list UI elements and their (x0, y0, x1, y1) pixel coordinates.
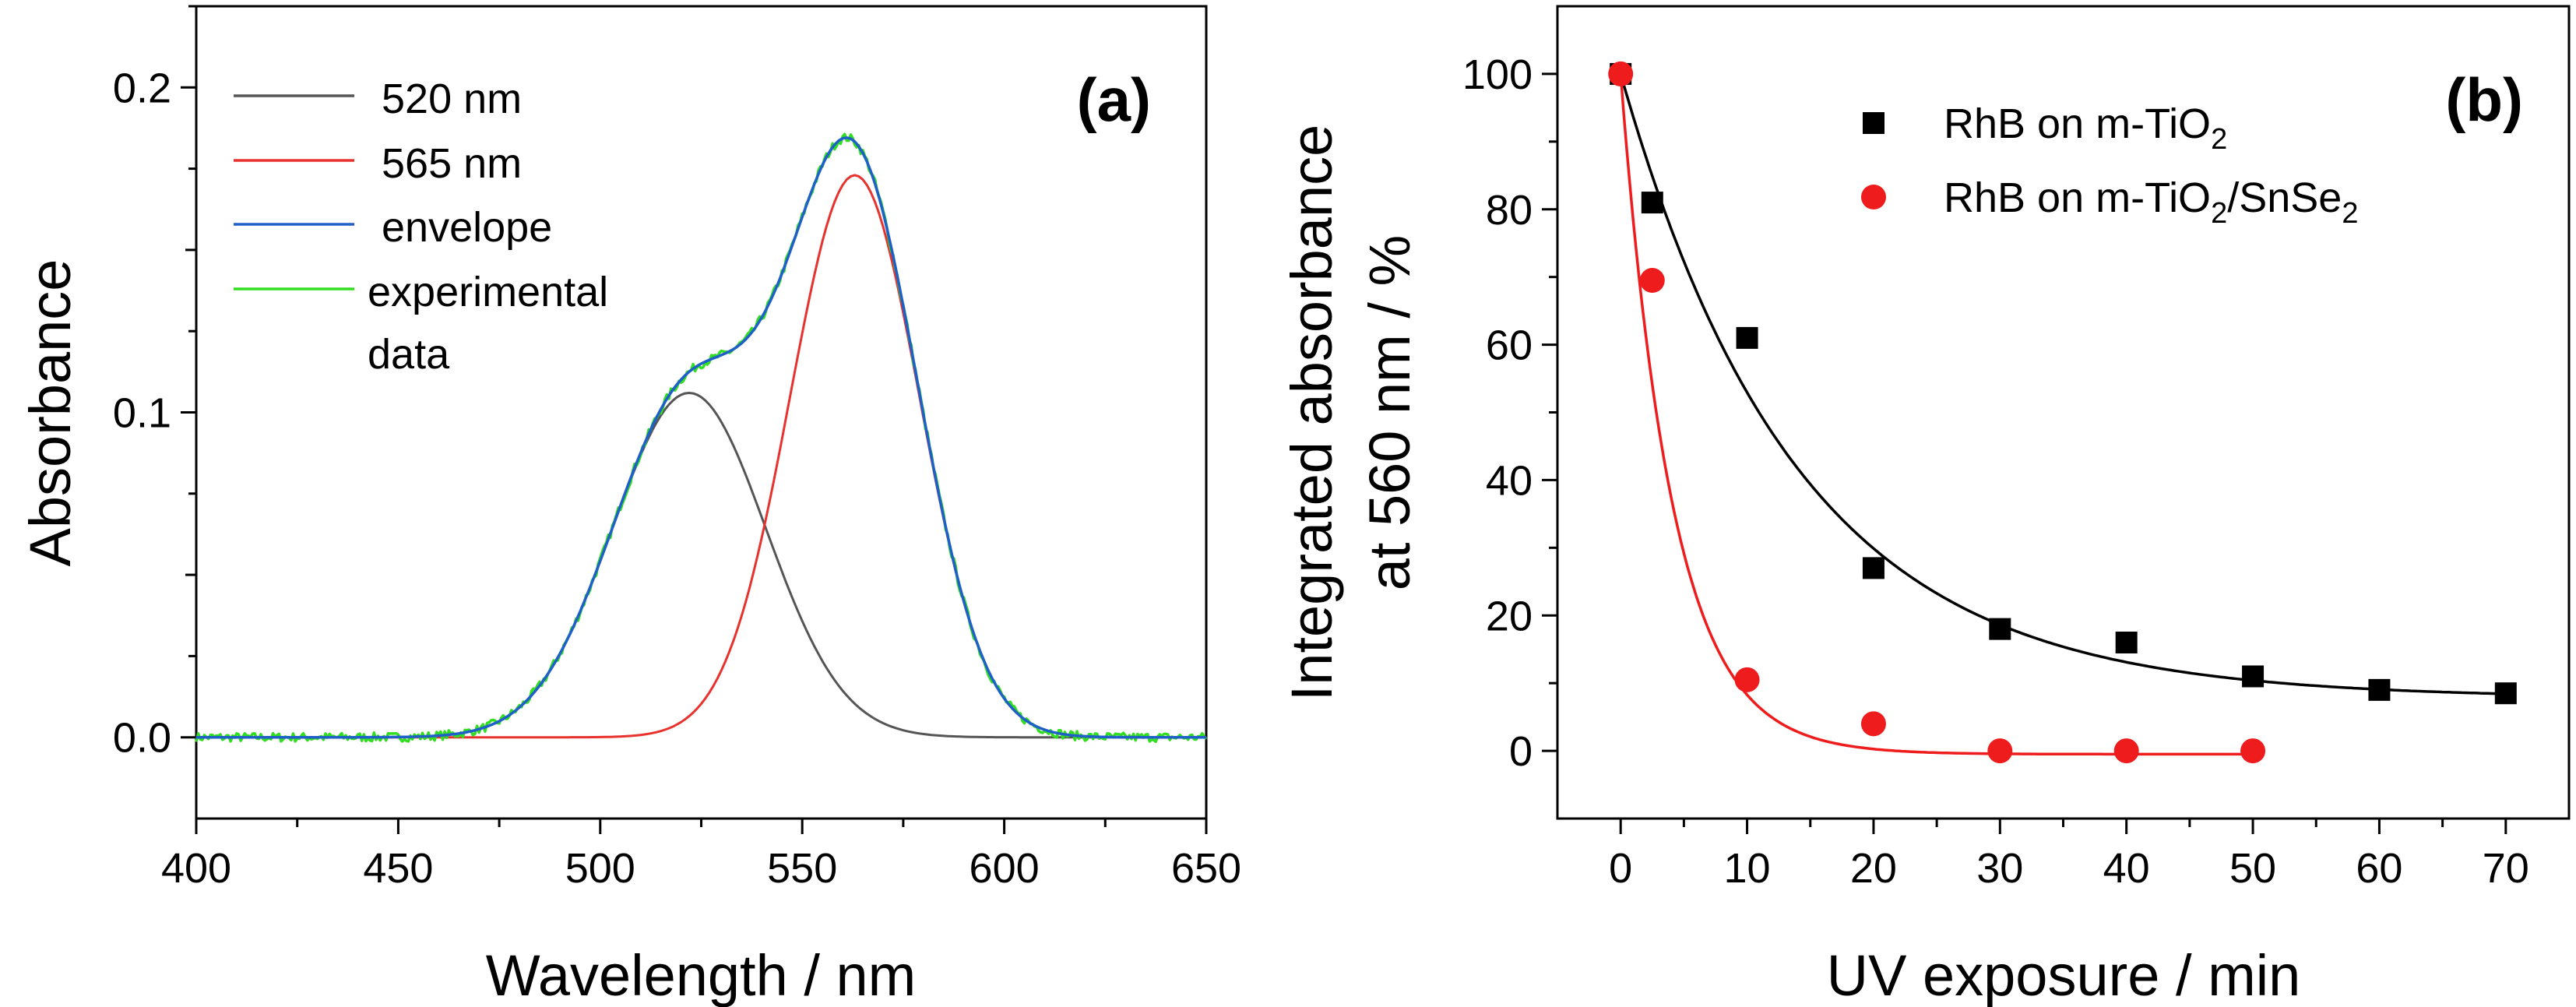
chart-b-x-axis: 0 10 20 30 40 50 60 70 (1609, 819, 2529, 892)
chart-b: 0 10 20 30 40 50 60 70 0 20 40 60 80 100 RhB on m-Ti… (1279, 5, 2571, 1007)
chart-b-y-axis-title-line2: at 560 nm / % (1357, 235, 1422, 591)
chart-a-x-tick-label: 650 (1171, 845, 1241, 892)
chart-a-y-axis-title: Absorbance (18, 259, 83, 567)
chart-a-panel-label: (a) (1077, 65, 1151, 134)
chart-a-y-tick-label: 0.0 (113, 715, 171, 762)
chart-a-x-axis-title: Wavelength / nm (486, 943, 917, 1007)
chart-b-point-tio2-snse2 (1608, 61, 1634, 86)
chart-a-x-tick-label: 500 (565, 845, 635, 892)
chart-b-y-tick-label: 60 (1486, 322, 1533, 369)
chart-b-point-tio2 (2494, 682, 2517, 705)
chart-a-series-envelope (196, 136, 1206, 739)
chart-b-y-tick-label: 40 (1486, 457, 1533, 504)
chart-b-point-tio2 (1641, 192, 1663, 214)
chart-b-x-tick-label: 0 (1609, 845, 1632, 892)
chart-a-legend-label: envelope (382, 204, 552, 251)
chart-a-y-axis: 0.0 0.1 0.2 (113, 5, 196, 762)
chart-a-x-tick-label: 550 (767, 845, 837, 892)
chart-a-x-tick-label: 400 (161, 845, 231, 892)
chart-b-y-tick-label: 20 (1486, 593, 1533, 639)
chart-a-x-axis: 400 450 500 550 600 650 (161, 819, 1241, 892)
chart-b-x-tick-label: 50 (2229, 845, 2276, 892)
chart-b-point-tio2-snse2 (1860, 711, 1886, 737)
chart-b-x-axis-title: UV exposure / min (1827, 943, 2301, 1007)
chart-b-point-tio2 (1736, 326, 1758, 349)
chart-a-legend-label: 565 nm (382, 140, 522, 187)
chart-b-legend: RhB on m-TiO2 RhB on m-TiO2/SnSe2 (1861, 100, 2358, 230)
chart-b-point-tio2 (1862, 557, 1884, 579)
chart-b-point-tio2-snse2 (1639, 268, 1665, 294)
chart-a-legend-label: data (368, 331, 450, 378)
chart-b-x-tick-label: 70 (2483, 845, 2529, 892)
chart-b-plot-area (1608, 61, 2517, 764)
chart-a-legend-label: 520 nm (382, 76, 522, 122)
chart-a: 400 450 500 550 600 650 0.0 0.1 0.2 520 nm 565 n… (18, 5, 1241, 1007)
chart-b-y-axis-title-line1: Integrated absorbance (1279, 125, 1344, 702)
chart-b-point-tio2 (2115, 632, 2138, 654)
chart-b-legend-label-tio2: RhB on m-TiO2 (1944, 100, 2227, 156)
chart-b-legend-label-tio2-snse2: RhB on m-TiO2/SnSe2 (1944, 174, 2358, 230)
chart-b-point-tio2-snse2 (1734, 667, 1760, 692)
chart-b-point-tio2-snse2 (2113, 738, 2139, 764)
chart-a-plot-area (195, 132, 1208, 744)
chart-a-frame (195, 5, 1208, 820)
chart-b-legend-marker-square (1863, 112, 1884, 134)
chart-a-legend: 520 nm 565 nm envelope experimental data (234, 76, 608, 378)
chart-a-y-tick-label: 0.2 (113, 65, 171, 111)
chart-b-y-tick-label: 0 (1509, 728, 1533, 775)
chart-b-x-tick-label: 20 (1850, 845, 1897, 892)
chart-b-point-tio2 (1989, 618, 2011, 640)
chart-b-y-tick-label: 80 (1486, 187, 1533, 234)
chart-b-fit-tio2 (1619, 73, 2506, 695)
chart-b-panel-label: (b) (2445, 65, 2523, 134)
chart-a-series-565nm (196, 174, 1206, 739)
chart-b-point-tio2 (2368, 678, 2391, 701)
chart-b-x-tick-label: 40 (2103, 845, 2150, 892)
chart-b-x-tick-label: 30 (1976, 845, 2023, 892)
chart-b-point-tio2 (2242, 665, 2265, 688)
chart-b-point-tio2-snse2 (2240, 738, 2266, 764)
chart-b-point-tio2-snse2 (1987, 738, 2013, 764)
chart-a-x-tick-label: 600 (970, 845, 1040, 892)
chart-a-legend-label: experimental (368, 269, 608, 315)
chart-b-fit-tio2-snse2 (1619, 73, 2254, 756)
chart-b-y-axis: 0 20 40 60 80 100 (1462, 51, 1557, 775)
chart-b-legend-marker-circle (1861, 185, 1886, 209)
chart-b-y-tick-label: 100 (1462, 51, 1533, 98)
chart-b-x-tick-label: 60 (2356, 845, 2402, 892)
chart-a-y-tick-label: 0.1 (113, 390, 171, 437)
chart-a-x-tick-label: 450 (363, 845, 433, 892)
chart-b-x-tick-label: 10 (1724, 845, 1771, 892)
chart-a-series-520nm (196, 392, 1206, 739)
